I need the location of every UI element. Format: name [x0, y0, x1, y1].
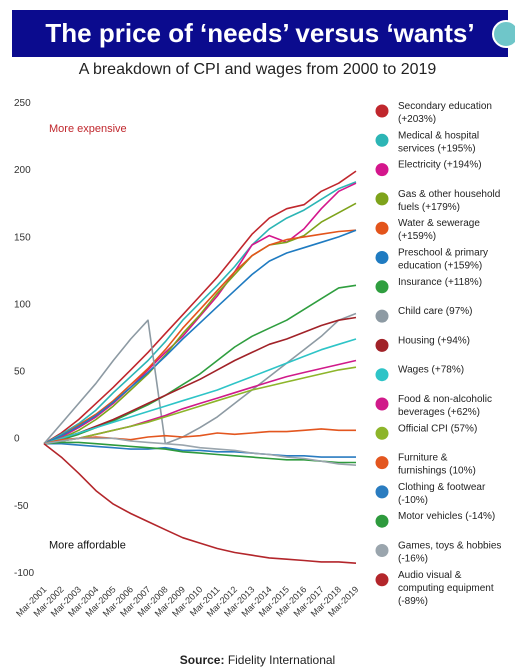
y-tick-label: 100: [14, 299, 31, 310]
legend-label: Audio visual & computing equipment (-89%): [398, 570, 494, 607]
y-tick-label: -50: [14, 501, 29, 512]
series-line: [43, 316, 357, 445]
legend-label: Medical & hospital services (+195%): [398, 130, 479, 154]
series-line: [43, 443, 357, 564]
series-lines: [43, 170, 357, 564]
series-line: [43, 338, 357, 445]
legend-swatch: [375, 251, 389, 264]
series-line: [43, 182, 357, 445]
source-label: Source:: [179, 653, 225, 667]
series-line: [43, 366, 357, 445]
legend-swatch: [375, 163, 389, 177]
legend-swatch: [375, 280, 389, 294]
legend-label: Insurance (+118%): [398, 277, 482, 288]
legend-swatch: [375, 485, 389, 499]
chart-subtitle: A breakdown of CPI and wages from 2000 t…: [78, 61, 437, 78]
series-line: [43, 312, 357, 445]
y-tick-label: 50: [14, 367, 26, 378]
y-tick-label: 200: [14, 165, 31, 176]
series-line: [43, 437, 357, 466]
legend-label: Games, toys & hobbies (-16%): [398, 541, 501, 565]
y-tick-label: 250: [14, 98, 31, 109]
legend-swatch: [375, 221, 389, 235]
series-line: [43, 229, 357, 445]
legend-swatch: [375, 309, 389, 323]
y-tick-label: 150: [14, 232, 31, 243]
y-axis: -100 -50 0 50 100 150 200 250: [14, 98, 34, 579]
legend-label: Motor vehicles (-14%): [398, 511, 495, 522]
series-line: [43, 202, 357, 445]
source-note: Source: Fidelity International: [0, 653, 515, 667]
chart-annotation: More affordable: [49, 539, 126, 551]
legend-swatch: [375, 544, 389, 557]
legend-label: Preschool & primary education (+159%): [398, 248, 488, 272]
legend-label: Wages (+78%): [398, 365, 464, 376]
source-value: Fidelity International: [227, 653, 336, 667]
legend-label: Furniture & furnishings (10%): [398, 453, 476, 477]
series-line: [43, 441, 356, 464]
legend-swatch: [375, 426, 389, 440]
x-axis: Mar-2001Mar-2002Mar-2003Mar-2004Mar-2005…: [14, 584, 360, 618]
logo-icon: [492, 20, 515, 48]
legend-swatch: [375, 338, 389, 352]
legend-swatch: [375, 397, 389, 411]
chart-title: The price of ‘needs’ versus ‘wants’: [45, 18, 475, 48]
legend-label: Water & sewerage (+159%): [398, 218, 480, 242]
legend-swatch: [375, 133, 389, 147]
legend-swatch: [375, 456, 389, 470]
legend-swatch: [375, 192, 389, 206]
y-tick-label: -100: [14, 568, 34, 579]
legend-label: Child care (97%): [398, 306, 472, 317]
line-chart: -100 -50 0 50 100 150 200 250 Mar-2001Mar-2002M…: [14, 98, 501, 619]
series-line: [43, 428, 356, 445]
legend-swatch: [375, 573, 389, 587]
title-banner: The price of ‘needs’ versus ‘wants’: [12, 10, 515, 57]
annotations: More expensive More affordable: [49, 123, 127, 551]
series-line: [43, 229, 357, 445]
legend-label: Secondary education (+203%): [398, 101, 492, 125]
series-line: [43, 170, 357, 445]
y-tick-label: 0: [14, 434, 20, 445]
legend-label: Food & non-alcoholic beverages (+62%): [398, 394, 492, 418]
chart-annotation: More expensive: [49, 123, 127, 135]
series-line: [44, 442, 356, 458]
series-line: [43, 181, 357, 445]
legend-label: Clothing & footwear (-10%): [398, 482, 486, 506]
legend-label: Electricity (+194%): [398, 160, 482, 171]
legend-swatch: [375, 104, 389, 118]
legend-swatch: [375, 368, 389, 382]
legend-label: Official CPI (57%): [398, 423, 477, 434]
legend-swatch: [375, 514, 389, 528]
legend-label: Housing (+94%): [398, 335, 470, 346]
legend-label: Gas & other household fuels (+179%): [398, 189, 500, 213]
legend: Secondary education (+203%) Medical & hosp…: [375, 101, 501, 607]
